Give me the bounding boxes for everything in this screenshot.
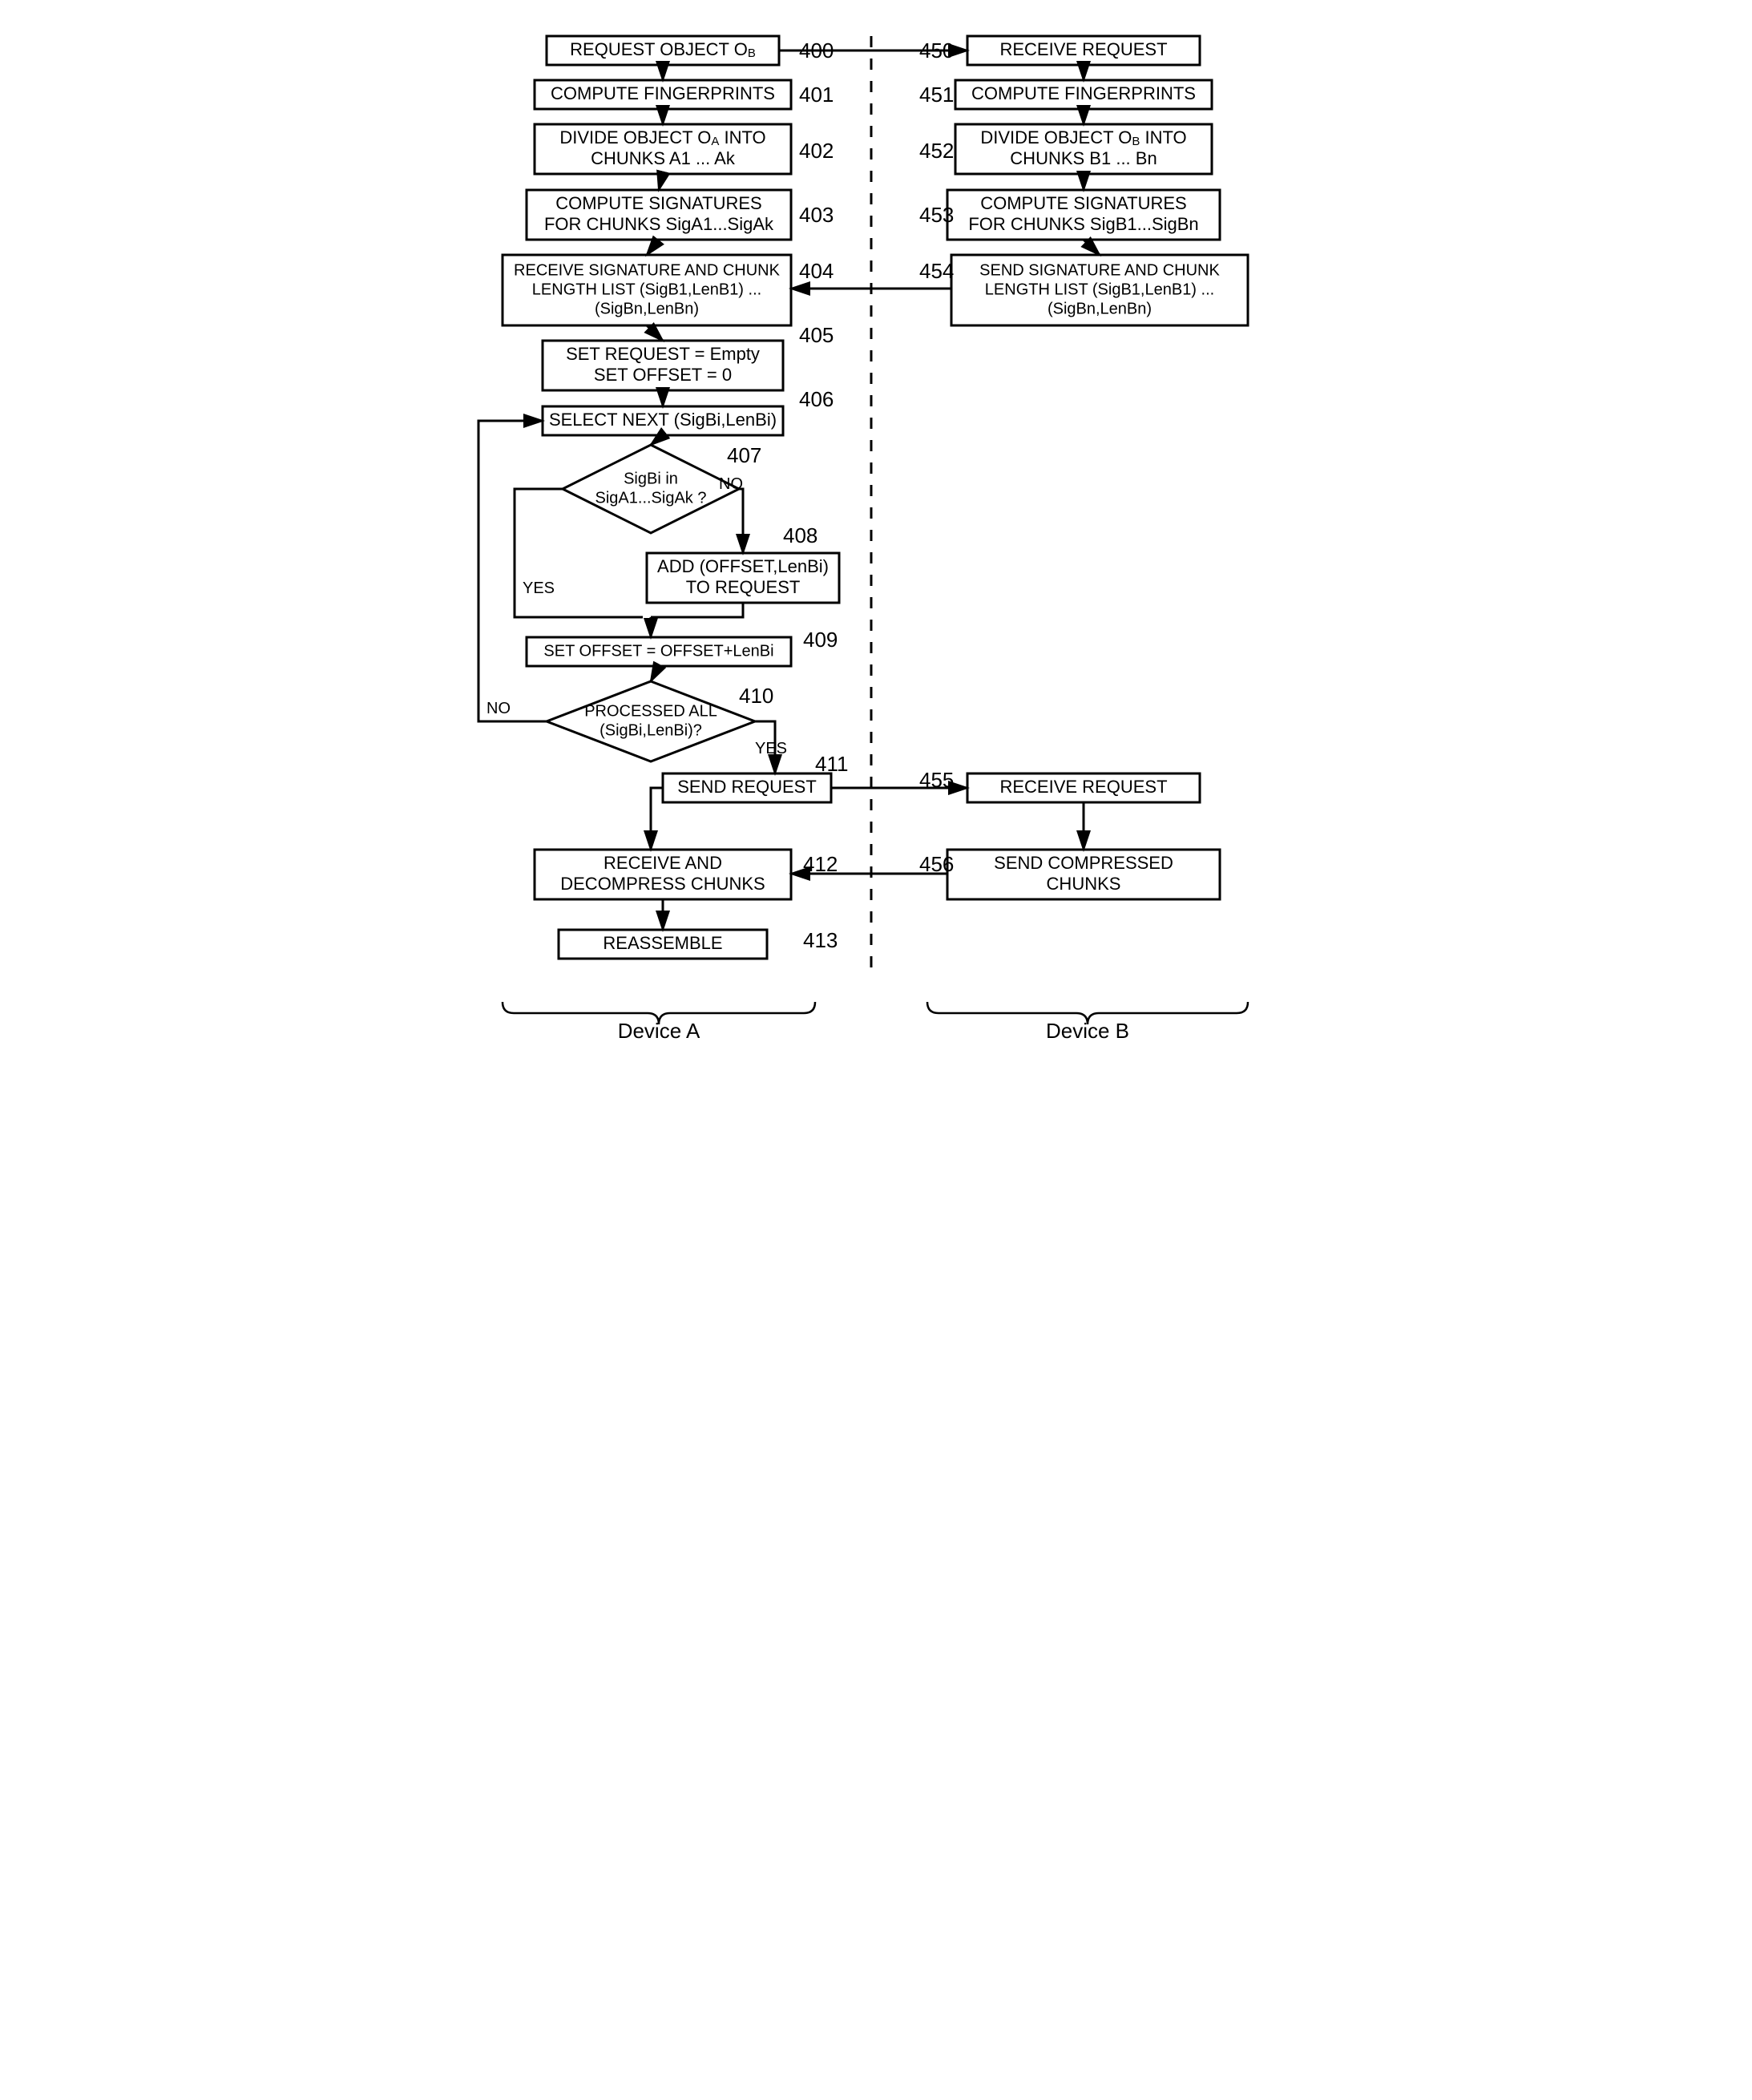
step-number: 406 [799,387,834,411]
step-number: 454 [919,259,954,283]
node-text: SEND COMPRESSED [994,853,1173,873]
flow-arrow [647,325,663,341]
node-text: (SigBi,LenBi)? [599,721,702,739]
node-text: SigBi in [624,470,678,487]
node-text: DIVIDE OBJECT OB INTO [980,127,1186,148]
step-number: 455 [919,768,954,792]
node-text: FOR CHUNKS SigB1...SigBn [968,214,1198,234]
node-text: RECEIVE REQUEST [999,39,1167,59]
node-text: (SigBn,LenBn) [594,300,698,317]
flow-arrow [647,240,659,255]
flow-arrow [651,435,663,445]
node-text: SEND SIGNATURE AND CHUNK [979,261,1220,279]
node-text: FOR CHUNKS SigA1...SigAk [543,214,773,234]
step-number: 404 [799,259,834,283]
step-number: 412 [803,852,838,876]
node-text: RECEIVE REQUEST [999,777,1167,797]
node-text: DIVIDE OBJECT OA INTO [559,127,765,148]
node-text: PROCESSED ALL [584,702,717,720]
node-text: COMPUTE SIGNATURES [980,193,1187,213]
step-number: 400 [799,38,834,63]
node-text: RECEIVE AND [604,853,722,873]
node-text: SigA1...SigAk ? [595,489,706,507]
edge-label: YES [755,740,787,757]
step-number: 453 [919,203,954,227]
node-text: (SigBn,LenBn) [1047,300,1151,317]
node-text: DECOMPRESS CHUNKS [560,874,765,894]
node-text: CHUNKS [1046,874,1120,894]
edge-label: NO [719,475,743,493]
step-number: 409 [803,628,838,652]
node-text: ADD (OFFSET,LenBi) [657,556,829,576]
node-text: SET OFFSET = OFFSET+LenBi [543,642,773,660]
flow-arrow [1084,240,1100,255]
step-number: 413 [803,928,838,952]
node-text: SELECT NEXT (SigBi,LenBi) [548,410,776,430]
step-number: 452 [919,139,954,163]
step-number: 401 [799,83,834,107]
step-number: 402 [799,139,834,163]
flow-line [651,603,743,617]
device-label: Device B [1045,1019,1128,1043]
node-text: SET REQUEST = Empty [566,344,760,364]
edge-label: YES [523,580,555,597]
flow-arrow [478,421,547,721]
flow-arrow [651,788,663,850]
step-number: 403 [799,203,834,227]
node-text: SET OFFSET = 0 [593,365,731,385]
flow-arrow [659,174,663,190]
step-number: 451 [919,83,954,107]
node-text: LENGTH LIST (SigB1,LenB1) ... [984,281,1213,298]
flow-arrow [651,666,659,681]
node-text: REASSEMBLE [603,933,722,953]
step-number: 408 [783,523,817,547]
step-number: 456 [919,852,954,876]
node-text: TO REQUEST [685,577,800,597]
node-text: COMPUTE SIGNATURES [555,193,762,213]
step-number: 405 [799,323,834,347]
node-text: COMPUTE FINGERPRINTS [551,83,775,103]
node-text: CHUNKS B1 ... Bn [1010,148,1157,168]
step-number: 410 [739,684,773,708]
node-text: RECEIVE SIGNATURE AND CHUNK [514,261,781,279]
step-number: 450 [919,38,954,63]
node-text: REQUEST OBJECT OB [570,39,756,60]
node-text: COMPUTE FINGERPRINTS [971,83,1196,103]
flowchart-canvas: REQUEST OBJECT OB COMPUTE FINGERPRINTS DIV… [438,16,1314,1066]
node-text: SEND REQUEST [677,777,817,797]
edge-label: NO [486,700,511,717]
step-number: 407 [727,443,761,467]
node-text: LENGTH LIST (SigB1,LenB1) ... [531,281,761,298]
step-number: 411 [815,752,848,776]
device-label: Device A [617,1019,700,1043]
flow-arrow [739,489,743,553]
node-text: CHUNKS A1 ... Ak [591,148,736,168]
